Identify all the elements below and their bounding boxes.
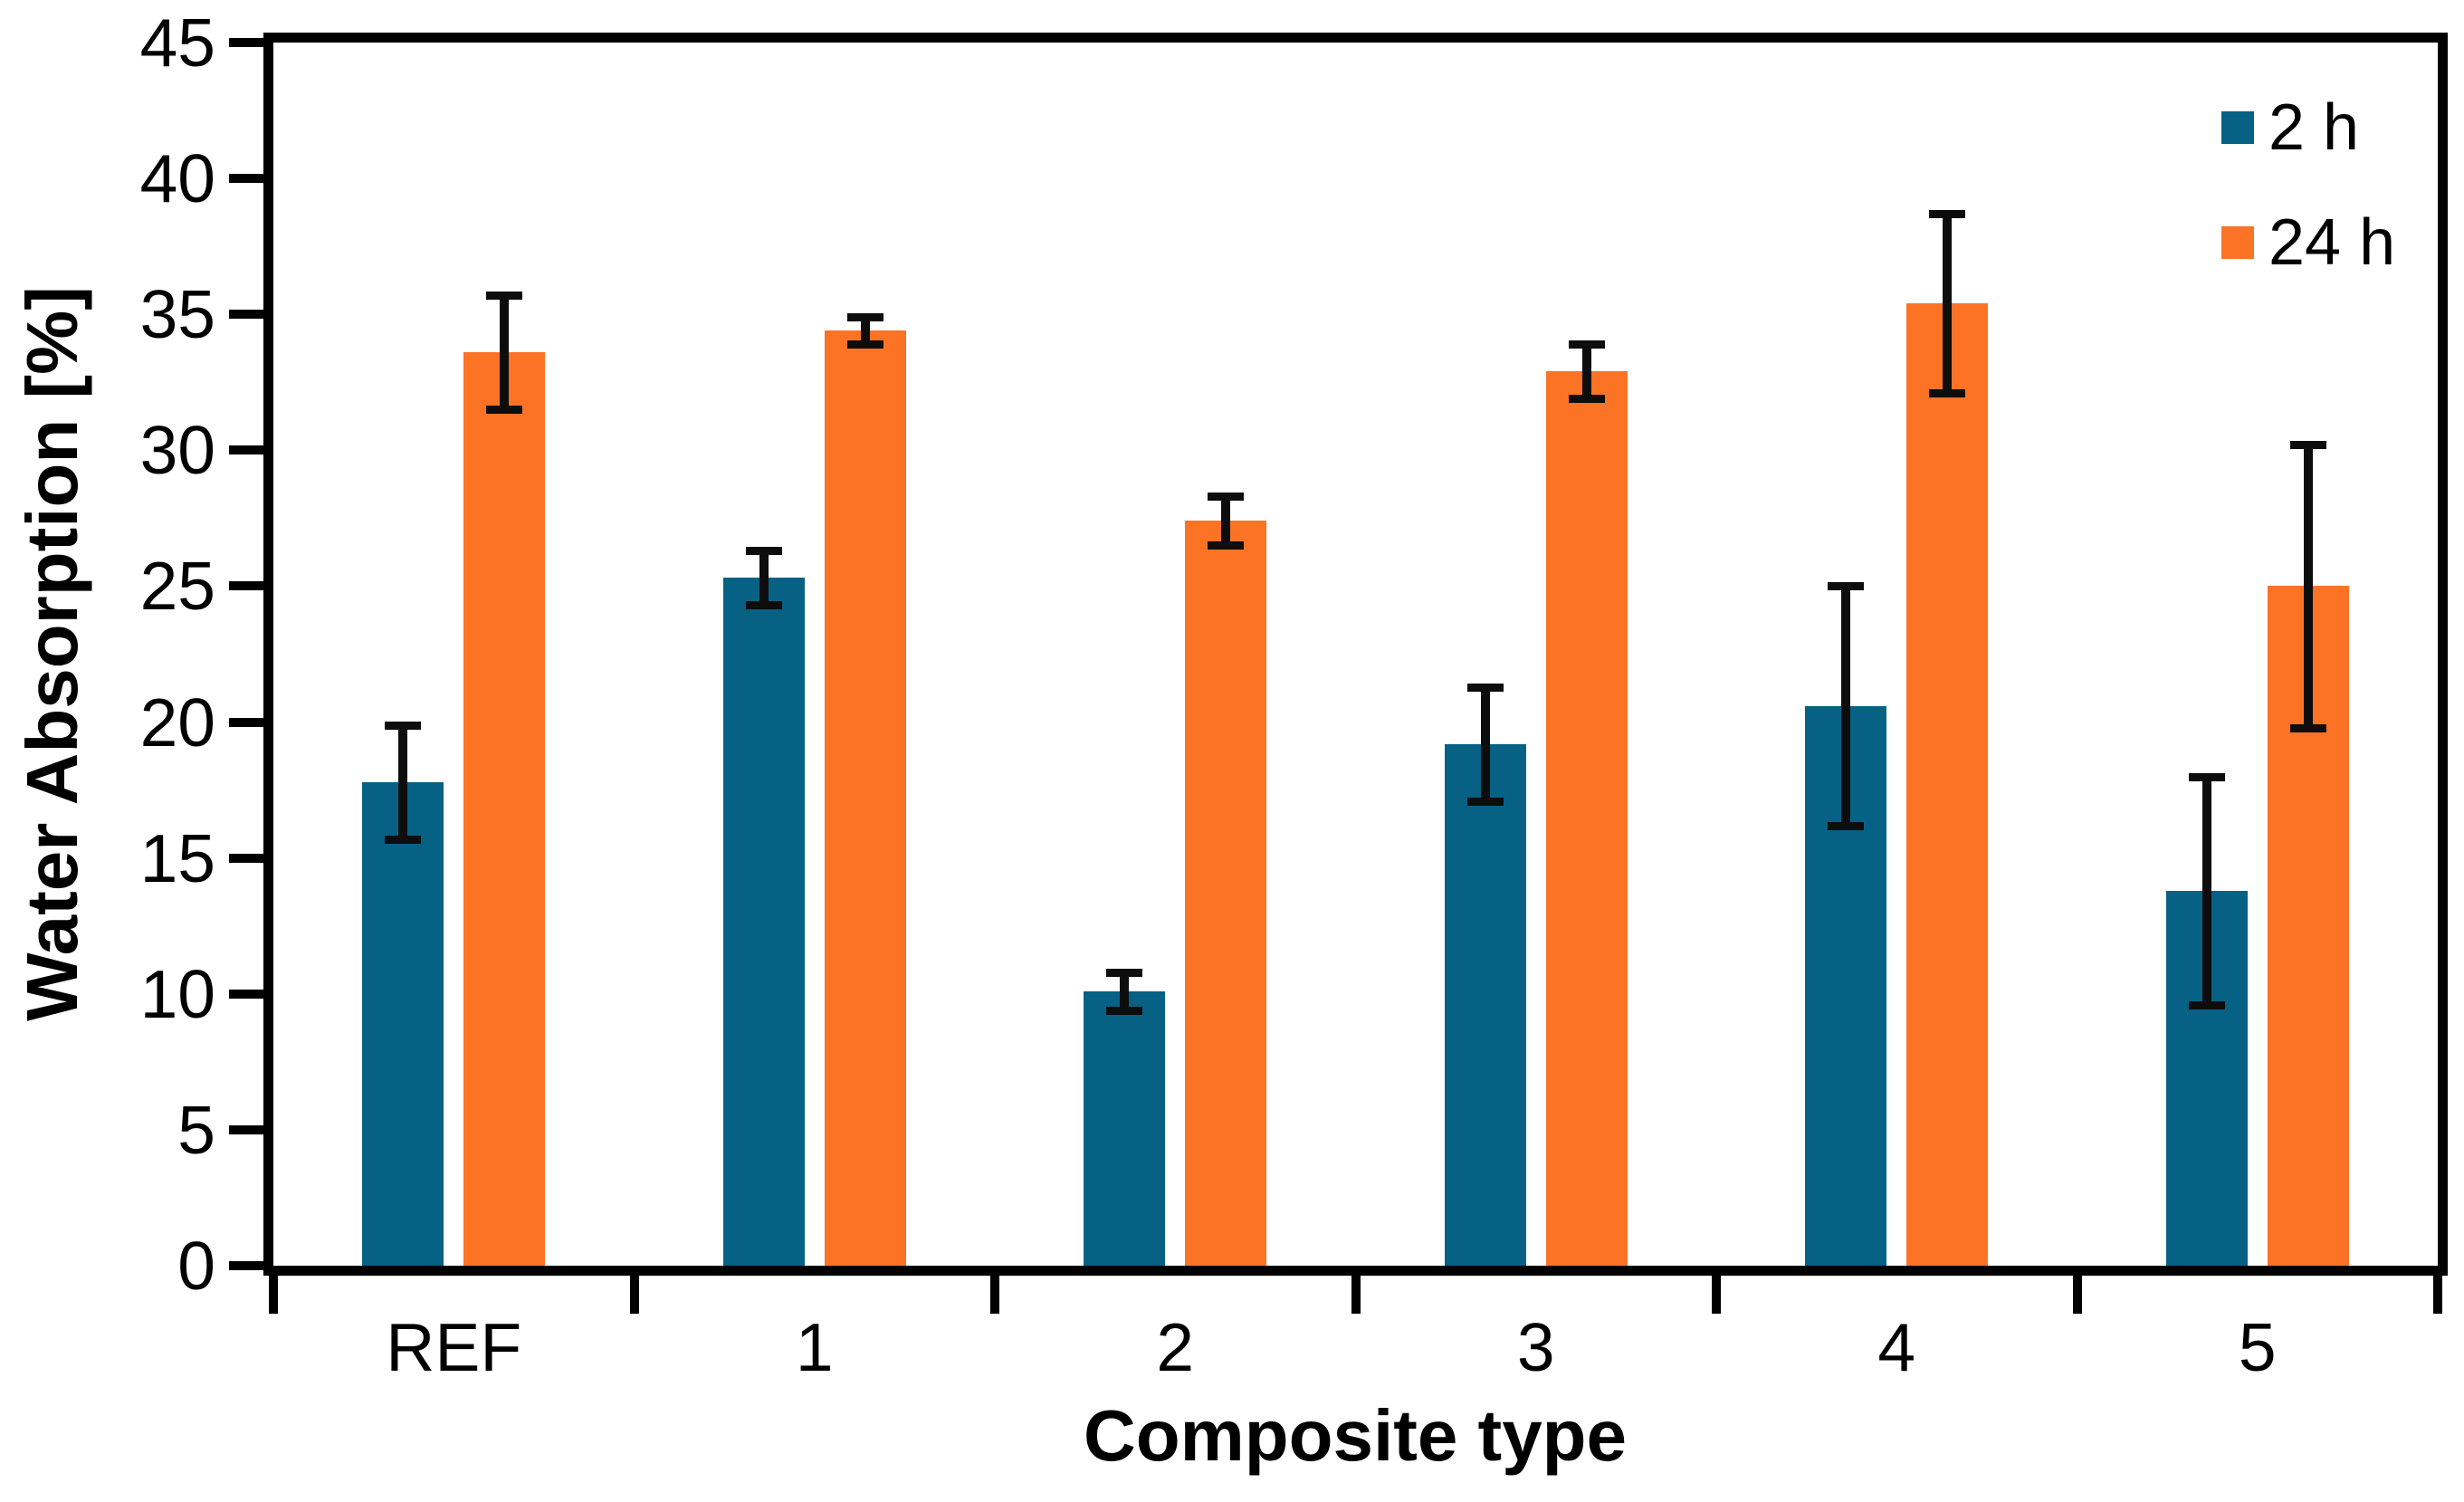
y-tick-label: 40 <box>139 140 215 217</box>
error-bar-cap-bottom-2h-3 <box>1466 797 1504 806</box>
y-tick-label: 0 <box>177 1228 215 1304</box>
error-bar-cap-bottom-24h-2 <box>1208 541 1245 550</box>
error-bar-cap-top-24h-4 <box>1929 210 1966 219</box>
y-tick-label: 5 <box>177 1091 215 1168</box>
bar-2h-REF <box>362 781 444 1266</box>
error-bar-line-24h-REF <box>500 295 510 410</box>
y-tick-label: 20 <box>139 684 215 761</box>
error-bar-cap-top-2h-1 <box>745 547 782 556</box>
x-category-label-4: 4 <box>1877 1309 1916 1385</box>
bar-2h-2 <box>1084 990 1166 1266</box>
error-bar-line-2h-REF <box>398 724 408 839</box>
x-category-label-2: 2 <box>1156 1309 1195 1385</box>
error-bar-cap-top-24h-2 <box>1208 493 1245 502</box>
bar-24h-1 <box>824 330 906 1266</box>
error-bar-line-2h-1 <box>759 550 769 606</box>
y-axis-tick <box>229 853 263 863</box>
error-bar-cap-bottom-2h-4 <box>1828 821 1865 830</box>
error-bar-cap-bottom-2h-2 <box>1106 1006 1143 1015</box>
error-bar-cap-bottom-24h-1 <box>846 340 883 349</box>
error-bar-cap-bottom-2h-1 <box>745 601 782 610</box>
error-bar-cap-bottom-2h-5 <box>2188 1000 2225 1009</box>
y-tick-label: 45 <box>139 5 215 81</box>
error-bar-cap-top-2h-REF <box>385 721 422 730</box>
y-tick-label: 25 <box>139 548 215 625</box>
error-bar-line-2h-2 <box>1120 971 1130 1010</box>
error-bar-cap-top-2h-4 <box>1828 582 1865 591</box>
y-axis-tick <box>229 445 263 455</box>
plot-frame <box>263 33 2448 1276</box>
bar-24h-4 <box>1906 303 1989 1266</box>
legend-item-2h: 2 h <box>2221 91 2360 164</box>
error-bar-line-24h-4 <box>1943 214 1953 394</box>
error-bar-line-2h-5 <box>2201 776 2211 1005</box>
error-bar-cap-bottom-2h-REF <box>385 835 422 844</box>
y-axis-tick <box>229 717 263 727</box>
error-bar-cap-top-24h-REF <box>486 292 523 301</box>
error-bar-cap-top-24h-5 <box>2289 441 2326 450</box>
x-category-label-1: 1 <box>795 1309 834 1385</box>
error-bar-line-24h-2 <box>1221 496 1231 546</box>
error-bar-line-24h-5 <box>2303 445 2313 728</box>
error-bar-cap-bottom-24h-4 <box>1929 389 1966 398</box>
x-axis-tick <box>990 1276 999 1314</box>
bar-24h-3 <box>1545 371 1628 1266</box>
bar-24h-REF <box>463 352 546 1266</box>
x-axis-tick <box>1712 1276 1721 1314</box>
y-tick-label: 10 <box>139 955 215 1032</box>
x-category-label-REF: REF <box>386 1309 522 1385</box>
legend-label-2h: 2 h <box>2268 91 2360 164</box>
y-axis-tick <box>229 1124 263 1134</box>
error-bar-cap-top-2h-5 <box>2188 772 2225 781</box>
x-category-label-5: 5 <box>2238 1309 2277 1385</box>
error-bar-line-2h-4 <box>1841 586 1851 826</box>
x-axis-tick <box>2433 1276 2442 1314</box>
y-tick-label: 30 <box>139 412 215 489</box>
y-axis-tick <box>229 989 263 999</box>
x-axis-title: Composite type <box>1083 1395 1628 1476</box>
y-axis-title: Water Absorption [%] <box>12 286 92 1021</box>
bar-2h-1 <box>722 578 805 1266</box>
x-category-label-3: 3 <box>1516 1309 1555 1385</box>
error-bar-cap-bottom-24h-REF <box>486 406 523 415</box>
error-bar-cap-bottom-24h-3 <box>1568 395 1605 404</box>
legend-swatch-2h <box>2221 111 2254 144</box>
y-axis-tick <box>229 581 263 591</box>
x-axis-tick <box>629 1276 639 1314</box>
x-axis-tick <box>2072 1276 2082 1314</box>
error-bar-cap-top-2h-2 <box>1106 968 1143 977</box>
error-bar-cap-top-24h-3 <box>1568 340 1605 349</box>
bar-24h-2 <box>1185 521 1267 1266</box>
y-tick-label: 35 <box>139 276 215 353</box>
bar-2h-3 <box>1444 743 1526 1266</box>
error-bar-cap-bottom-24h-5 <box>2289 723 2326 732</box>
y-axis-tick <box>229 38 263 47</box>
error-bar-line-24h-1 <box>860 317 870 345</box>
x-axis-tick <box>1351 1276 1361 1314</box>
y-axis-tick <box>229 1261 263 1270</box>
error-bar-line-2h-3 <box>1480 686 1490 801</box>
error-bar-cap-top-24h-1 <box>846 313 883 322</box>
error-bar-line-24h-3 <box>1581 344 1591 399</box>
y-axis-tick <box>229 310 263 320</box>
x-axis-tick <box>269 1276 278 1314</box>
y-axis-tick <box>229 174 263 184</box>
error-bar-cap-top-2h-3 <box>1466 683 1504 692</box>
legend-item-24h: 24 h <box>2221 206 2396 279</box>
legend-label-24h: 24 h <box>2268 206 2396 279</box>
y-tick-label: 15 <box>139 819 215 896</box>
legend-swatch-24h <box>2221 226 2254 259</box>
